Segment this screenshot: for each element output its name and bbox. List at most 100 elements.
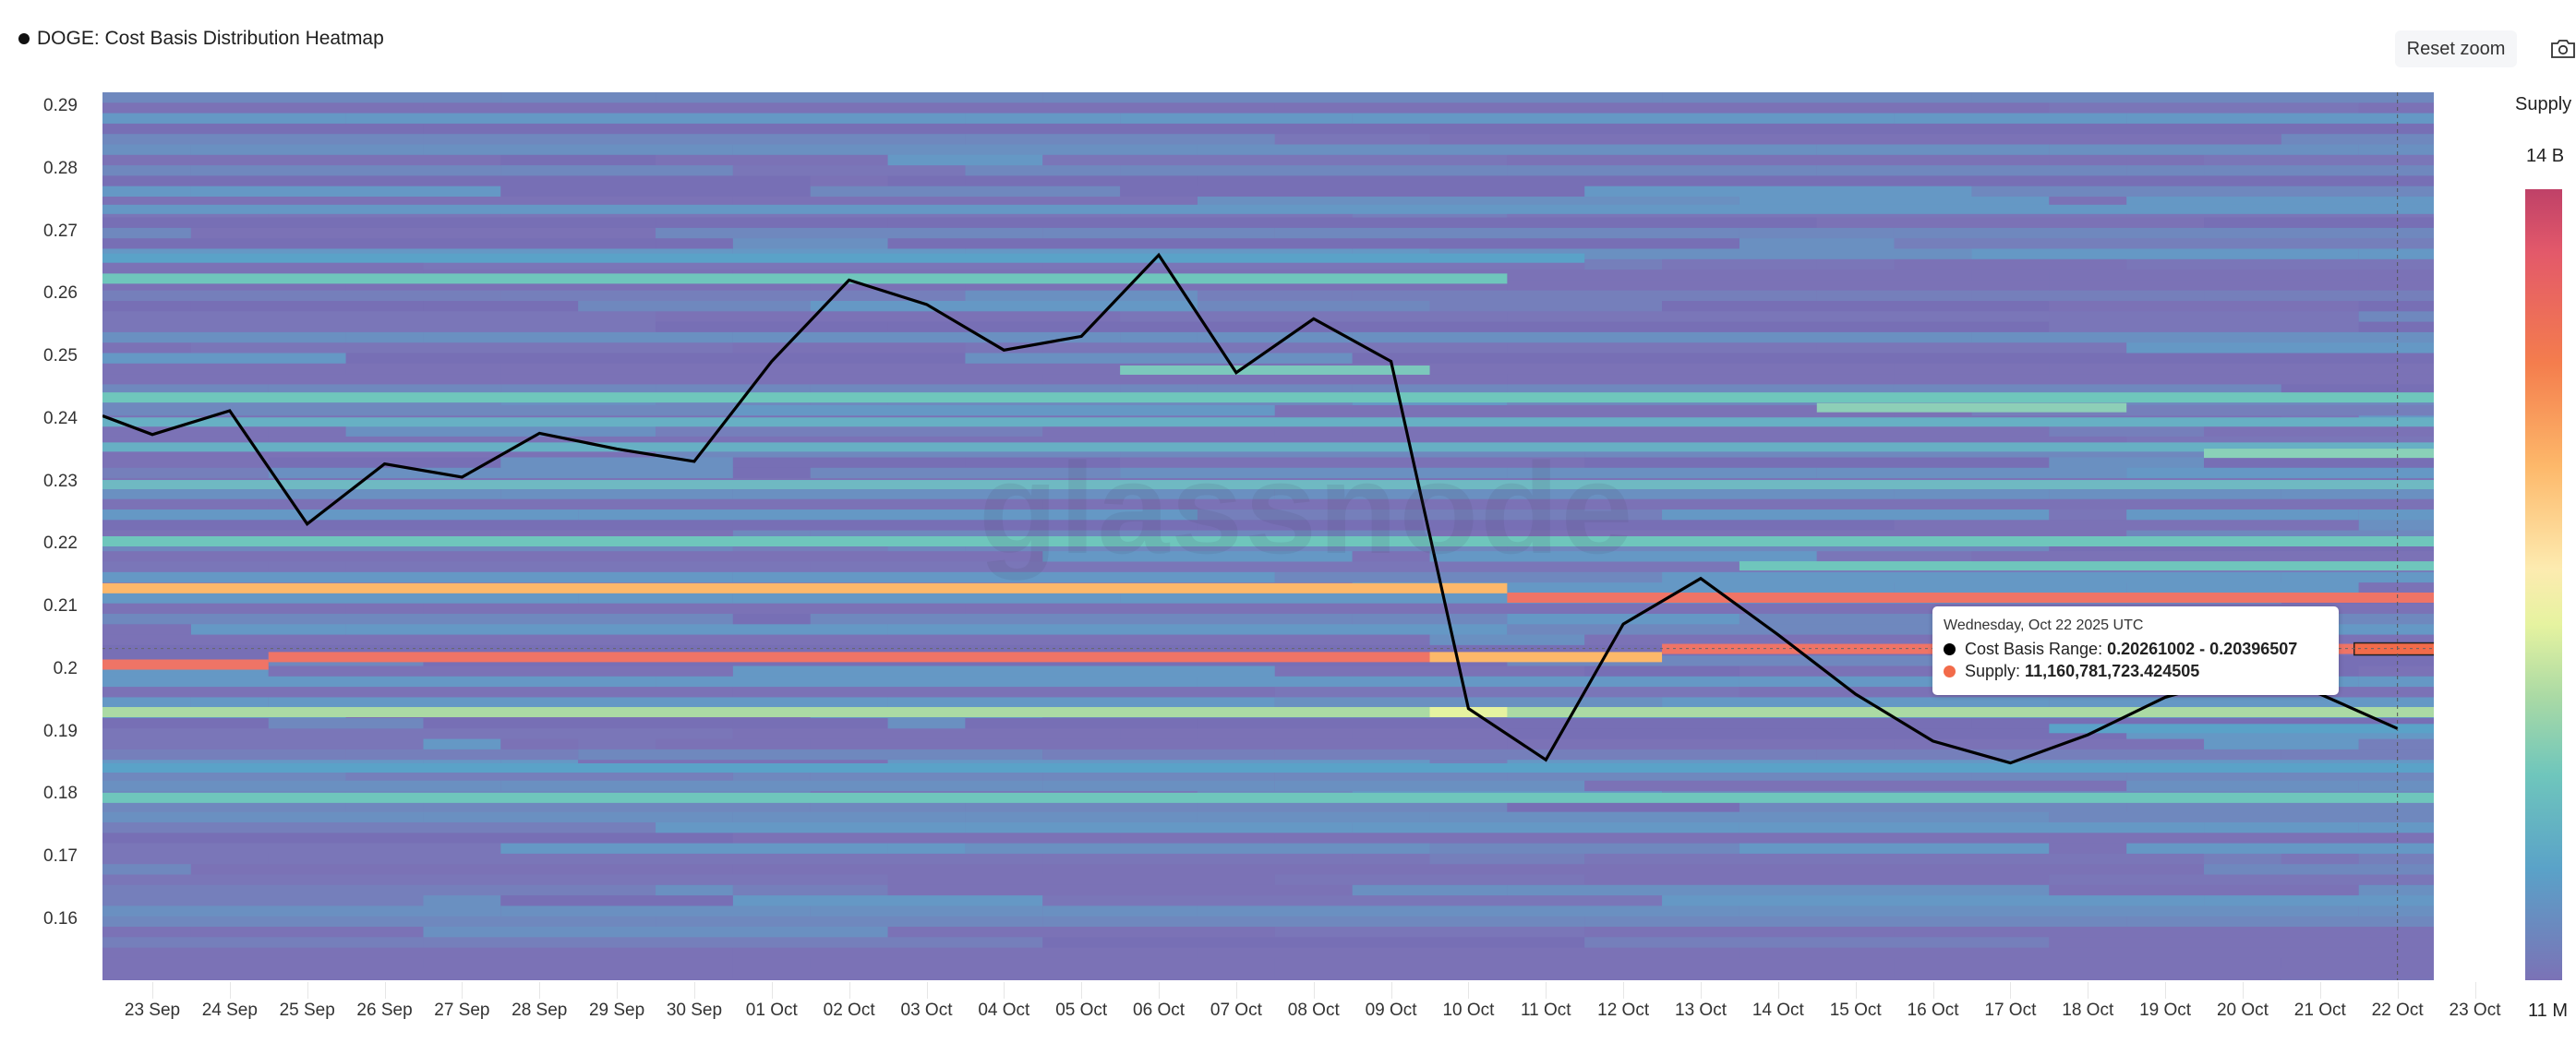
x-tick-label: 16 Oct (1907, 1001, 1959, 1020)
x-tick-label: 24 Sep (201, 1001, 258, 1020)
tooltip-range-value: 0.20261002 - 0.20396507 (2107, 640, 2298, 658)
x-tick-label: 08 Oct (1287, 1001, 1340, 1020)
supply-band (268, 652, 1430, 663)
tooltip-date: Wednesday, Oct 22 2025 UTC (1944, 617, 2144, 633)
x-tick (2397, 982, 2399, 999)
x-tick (2319, 982, 2321, 999)
x-tick-label: 04 Oct (978, 1001, 1030, 1020)
x-tick-label: 23 Oct (2449, 1001, 2501, 1020)
x-tick (1701, 982, 1702, 999)
legend-title: Supply (2515, 94, 2572, 114)
y-tick-label: 0.18 (43, 784, 78, 804)
x-tick-label: 01 Oct (745, 1001, 798, 1020)
chart-title-text: DOGE: Cost Basis Distribution Heatmap (37, 28, 384, 49)
y-tick-label: 0.2 (53, 658, 78, 678)
camera-icon[interactable] (2550, 39, 2576, 59)
y-tick-label: 0.29 (43, 96, 78, 115)
x-tick-label: 20 Oct (2216, 1001, 2269, 1020)
x-tick (307, 982, 308, 999)
y-tick-label: 0.24 (43, 408, 78, 428)
x-tick-label: 26 Sep (356, 1001, 413, 1020)
x-tick (1081, 982, 1083, 999)
y-tick-label: 0.27 (43, 221, 78, 241)
x-tick (1855, 982, 1857, 999)
top-toolbar-strip (0, 0, 2576, 4)
title-bullet-icon (18, 33, 30, 44)
x-tick (384, 982, 386, 999)
x-tick (2010, 982, 2012, 999)
x-tick-label: 07 Oct (1210, 1001, 1262, 1020)
x-tick (2242, 982, 2244, 999)
x-tick-label: 30 Sep (666, 1001, 723, 1020)
x-tick (617, 982, 619, 999)
x-tick-label: 28 Sep (512, 1001, 568, 1020)
y-tick-label: 0.16 (43, 909, 78, 929)
x-tick (1390, 982, 1392, 999)
watermark: glassnode (979, 436, 1635, 581)
chart-title: DOGE: Cost Basis Distribution Heatmap (18, 28, 384, 50)
supply-band (102, 792, 2434, 803)
supply-band (102, 659, 269, 670)
x-tick-label: 21 Oct (2293, 1001, 2346, 1020)
legend-max-label: 14 B (2526, 146, 2565, 166)
heatmap-plot[interactable] (102, 92, 2434, 980)
x-tick-label: 13 Oct (1675, 1001, 1727, 1020)
x-tick-label: 02 Oct (823, 1001, 875, 1020)
x-tick (1468, 982, 1470, 999)
y-tick-label: 0.25 (43, 346, 78, 366)
x-tick (1777, 982, 1779, 999)
x-tick-label: 29 Sep (588, 1001, 645, 1020)
range-bullet-icon (1944, 643, 1956, 655)
x-tick (1313, 982, 1315, 999)
x-tick (1235, 982, 1237, 999)
price-line (102, 252, 2399, 765)
supply-bullet-icon (1944, 665, 1956, 677)
x-tick (539, 982, 541, 999)
supply-band (102, 536, 2434, 547)
y-tick-label: 0.28 (43, 158, 78, 178)
x-tick (849, 982, 850, 999)
x-tick (1623, 982, 1625, 999)
x-tick-label: 19 Oct (2139, 1001, 2192, 1020)
supply-band (102, 273, 1508, 284)
supply-band (102, 392, 2434, 403)
x-tick (1932, 982, 1934, 999)
x-tick-label: 12 Oct (1597, 1001, 1650, 1020)
y-tick-label: 0.22 (43, 533, 78, 554)
x-tick (693, 982, 695, 999)
x-tick-label: 18 Oct (2062, 1001, 2114, 1020)
tooltip-supply-row: Supply: 11,160,781,723.424505 (1944, 662, 2328, 681)
x-tick-label: 22 Oct (2371, 1001, 2424, 1020)
tooltip-range-row: Cost Basis Range: 0.20261002 - 0.2039650… (1944, 640, 2328, 659)
reset-zoom-button[interactable]: Reset zoom (2395, 30, 2517, 67)
supply-band (1429, 652, 1663, 663)
x-tick (1004, 982, 1005, 999)
x-tick-label: 23 Sep (124, 1001, 181, 1020)
x-tick-label: 10 Oct (1442, 1001, 1495, 1020)
x-tick (771, 982, 773, 999)
y-tick-label: 0.17 (43, 846, 78, 867)
tooltip-supply-value: 11,160,781,723.424505 (2025, 662, 2200, 680)
x-tick (229, 982, 231, 999)
y-tick-label: 0.19 (43, 721, 78, 741)
tooltip-range-label: Cost Basis Range: (1965, 640, 2108, 658)
x-tick-label: 15 Oct (1829, 1001, 1882, 1020)
x-tick-label: 14 Oct (1751, 1001, 1804, 1020)
x-tick (152, 982, 153, 999)
x-tick (462, 982, 463, 999)
x-tick-label: 09 Oct (1365, 1001, 1417, 1020)
x-tick-label: 11 Oct (1521, 1001, 1571, 1020)
x-tick-label: 25 Sep (279, 1001, 335, 1020)
x-tick-label: 05 Oct (1055, 1001, 1108, 1020)
y-tick-label: 0.23 (43, 471, 78, 491)
y-tick-label: 0.26 (43, 283, 78, 304)
x-tick-label: 27 Sep (434, 1001, 490, 1020)
x-tick-label: 03 Oct (900, 1001, 953, 1020)
x-tick (1159, 982, 1161, 999)
x-tick (2165, 982, 2167, 999)
x-tick (926, 982, 928, 999)
tooltip-supply-label: Supply: (1965, 662, 2026, 680)
y-tick-label: 0.21 (43, 596, 78, 617)
color-scale-bar (2525, 189, 2562, 980)
supply-band (102, 707, 2434, 718)
